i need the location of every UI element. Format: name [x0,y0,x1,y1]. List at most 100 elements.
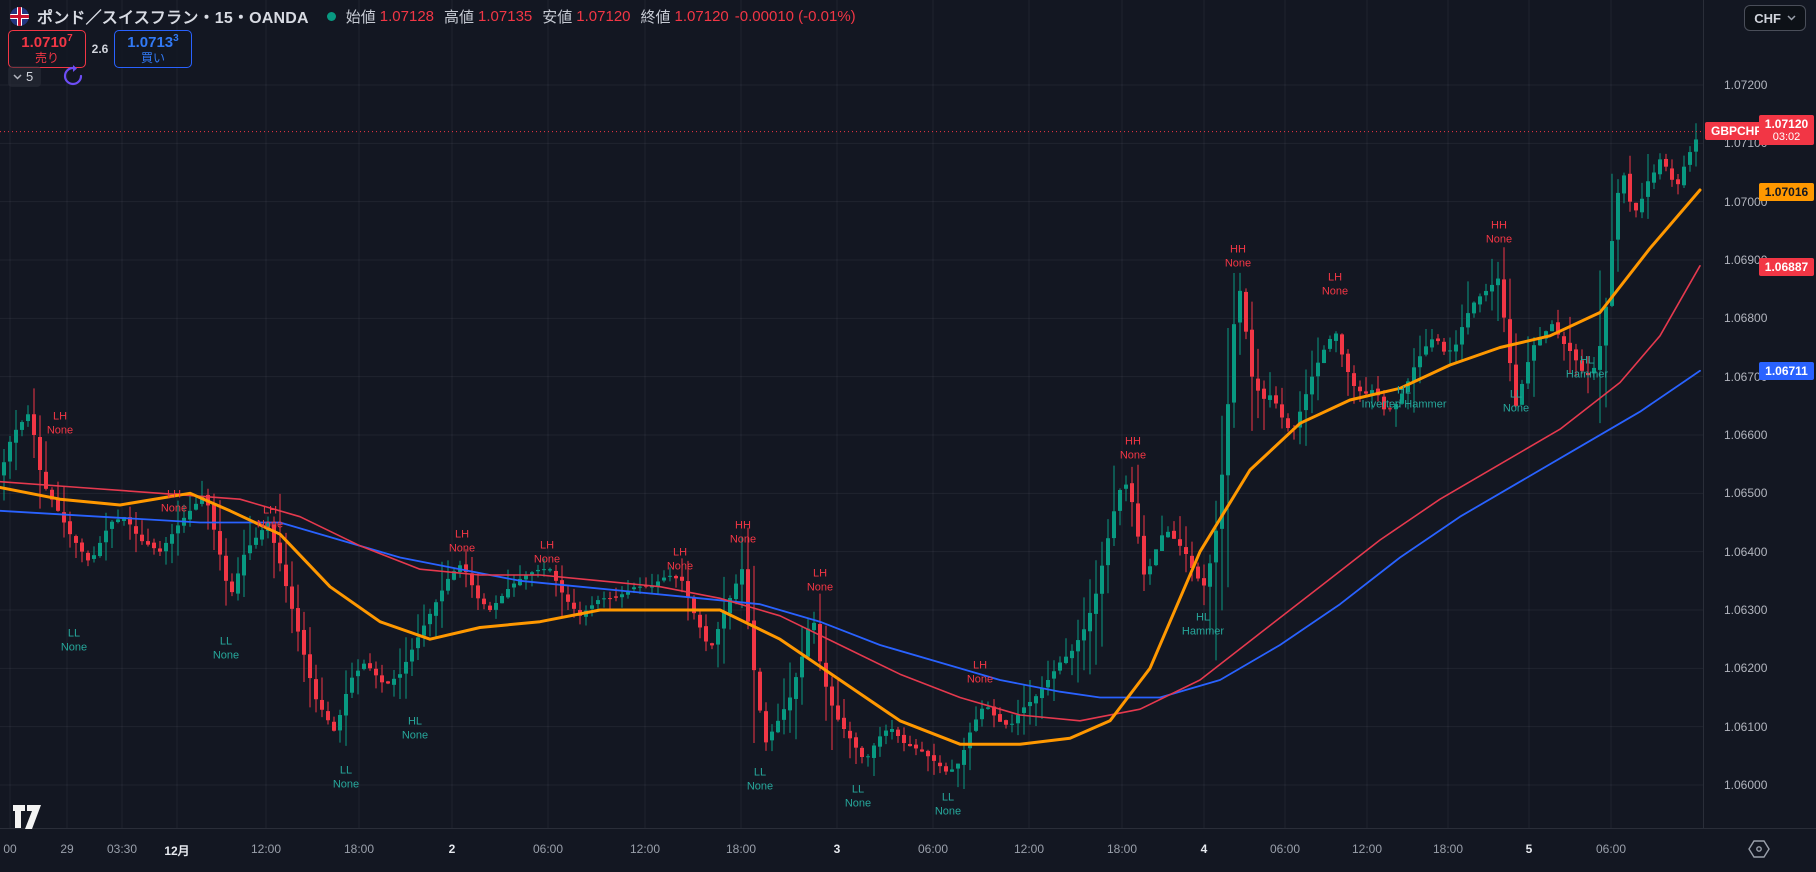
currency-selector-button[interactable]: CHF [1744,5,1806,31]
sync-refresh-icon[interactable] [62,65,84,87]
candle-body [1406,381,1410,393]
tradingview-logo[interactable] [12,804,42,835]
candle-body [1106,538,1110,566]
candle-body [1658,159,1662,175]
candle-body [146,541,150,545]
candle-body [482,598,486,605]
open-value: 1.07128 [379,7,435,25]
candle-body [938,762,942,767]
symbol-title[interactable]: ポンド／スイスフラン・15・OANDA [37,10,309,27]
price-axis-label: 1.07200 [1724,78,1768,92]
time-axis-label: 06:00 [917,842,949,856]
candle-body [1526,362,1530,384]
candle-body [1610,241,1614,306]
candle-body [1664,158,1668,167]
chart-plot-area[interactable] [0,0,1703,828]
time-axis-label: 12:00 [1013,842,1045,856]
candle-body [1670,168,1674,180]
candle-body [1046,679,1050,688]
candle-body [1652,172,1656,183]
candle-body [158,548,162,552]
bar-count-selector[interactable]: 5 [8,66,42,87]
candle-body [788,697,792,711]
candle-body [842,717,846,729]
candle-body [1058,662,1062,671]
candle-body [80,542,84,552]
candle-body [302,629,306,655]
time-axis[interactable]: 00 29 03:30 12月 12:00 18:00 2 06:00 12:00 18:00 3 0… [0,828,1816,872]
pivot-label-ll: LL None [934,791,962,818]
candle-body [314,679,318,700]
pivot-label-hl: HL Hammer [1181,611,1225,638]
candle-body [806,628,810,657]
candle-body [902,734,906,743]
candle-body [1112,511,1116,539]
candle-body [440,590,444,602]
candle-body [506,588,510,598]
candle-body [1004,720,1008,725]
price-axis[interactable]: 1.07200 1.07100 1.07000 1.06900 1.06800 1.067… [1703,0,1816,828]
trade-panel: 1.07107 売り 2.6 1.07133 買い [8,30,192,68]
axis-settings-icon[interactable] [1748,840,1770,863]
ma-mid-line [0,264,1701,722]
candle-body [1070,650,1074,659]
candle-body [614,596,618,598]
candle-body [140,534,144,542]
candle-body [926,750,930,757]
time-axis-label: 2 [448,842,456,856]
candle-body [1478,296,1482,305]
time-axis-label: 18:00 [725,842,757,856]
candle-body [272,524,276,543]
candle-body [1586,372,1590,376]
candle-body [242,554,246,576]
candle-body [1382,396,1386,410]
candle-body [200,496,204,504]
candle-body [746,569,750,622]
candle-body [1640,198,1644,213]
candle-body [632,587,636,590]
candle-body [236,573,240,594]
candle-body [620,594,624,598]
candle-body [1280,404,1284,418]
candle-body [1538,338,1542,346]
pivot-label-lh: LH None [448,528,476,555]
candle-body [422,625,426,636]
candle-body [704,626,708,642]
candle-body [674,575,678,579]
candle-body [1484,290,1488,296]
candle-body [1628,173,1632,202]
candle-body [344,693,348,716]
candle-body [1334,333,1338,341]
candle-body [1514,364,1518,406]
sell-button[interactable]: 1.07107 売り [8,30,86,68]
candle-body [1454,344,1458,352]
pivot-label-ll: LL None [60,627,88,654]
price-axis-label: 1.06500 [1724,486,1768,501]
time-axis-label: 5 [1525,842,1533,856]
low-label: 安値 [542,8,573,26]
candle-body [1022,707,1026,714]
candle-body [1688,152,1692,165]
candle-body [1400,393,1404,404]
candle-body [890,728,894,732]
candle-body [224,555,228,581]
candle-body [950,769,954,772]
time-axis-label: 12:00 [629,842,661,856]
candle-body [134,526,138,534]
candle-body [284,564,288,587]
candle-body [1340,334,1344,355]
pivot-label-lh: LH None [160,488,188,515]
candle-body [1214,530,1218,563]
candle-body [1124,484,1128,489]
buy-button[interactable]: 1.07133 買い [114,30,192,68]
candle-body [122,517,126,521]
candle-body [278,542,282,564]
bar-count-value: 5 [26,69,34,84]
candle-body [434,602,438,616]
candle-body [428,613,432,625]
candle-body [830,686,834,706]
pivot-label-lh: LH None [533,539,561,566]
candle-body [824,662,828,687]
candle-body [1322,349,1326,364]
pivot-label-ll: LL None [746,766,774,793]
